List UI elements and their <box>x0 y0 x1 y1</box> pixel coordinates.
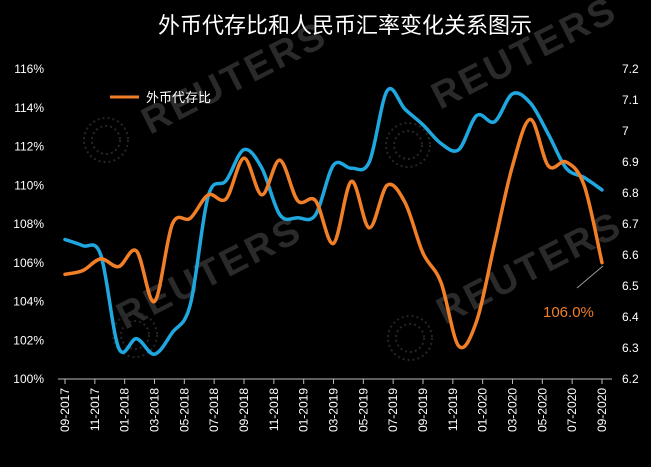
y-right-tick-label: 6.9 <box>622 155 639 169</box>
x-tick-label: 03-2018 <box>148 388 162 432</box>
annotation-label: 106.0% <box>543 304 594 321</box>
y-left-tick-label: 100% <box>13 372 44 386</box>
y-left-tick-label: 114% <box>14 101 44 115</box>
y-right-tick-label: 7.1 <box>622 93 639 107</box>
y-right-tick-label: 6.7 <box>622 217 639 231</box>
y-left-tick-label: 106% <box>13 256 44 270</box>
y-left-tick-label: 110% <box>14 178 44 192</box>
series-line-deposit-ratio <box>63 117 604 350</box>
x-tick-label: 09-2017 <box>58 388 72 432</box>
y-left-tick-label: 112% <box>14 140 44 154</box>
y-right-tick-label: 6.6 <box>622 248 639 262</box>
chart-title: 外币代存比和人民币汇率变化关系图示 <box>158 14 532 39</box>
y-right-tick-label: 7.2 <box>622 62 639 76</box>
x-tick-label: 09-2019 <box>416 388 430 432</box>
y-axis-right: 6.2 6.3 6.4 6.5 6.6 6.7 6.8 6.9 7 7.1 7.2 <box>622 62 639 386</box>
x-axis: 09-2017 11-2017 01-2018 03-2018 05-2018 07-20… <box>58 379 609 432</box>
x-tick-label: 05-2019 <box>356 388 370 432</box>
x-tick-label: 11-2017 <box>88 388 102 431</box>
y-left-tick-label: 102% <box>13 333 44 347</box>
y-left-tick-label: 116% <box>14 62 44 76</box>
y-right-tick-label: 6.3 <box>622 341 639 355</box>
x-tick-label: 03-2019 <box>327 388 341 432</box>
x-tick-label: 01-2018 <box>118 388 132 432</box>
x-tick-label: 07-2020 <box>565 388 579 432</box>
legend-label: 外币代存比 <box>146 91 211 106</box>
watermark-logo <box>83 117 433 361</box>
x-tick-label: 07-2018 <box>207 388 221 432</box>
y-left-tick-label: 108% <box>13 217 44 231</box>
x-tick-label: 07-2019 <box>386 388 400 432</box>
y-right-tick-label: 6.4 <box>622 310 639 324</box>
legend: 外币代存比 <box>110 91 211 106</box>
y-right-tick-label: 6.2 <box>622 372 639 386</box>
y-right-tick-label: 7 <box>622 124 629 138</box>
x-tick-label: 01-2020 <box>476 388 490 432</box>
x-tick-label: 01-2019 <box>297 388 311 432</box>
x-tick-label: 03-2020 <box>506 388 520 432</box>
annotation-leader <box>576 265 604 289</box>
x-tick-label: 05-2020 <box>535 388 549 432</box>
series-layer <box>63 86 604 356</box>
x-tick-label: 09-2020 <box>595 388 609 432</box>
y-right-tick-label: 6.5 <box>622 279 639 293</box>
y-right-tick-label: 6.8 <box>622 186 639 200</box>
x-tick-label: 05-2018 <box>177 388 191 432</box>
x-tick-label: 11-2019 <box>446 388 460 431</box>
y-axis-left: 100% 102% 104% 106% 108% 110% 112% 114% 116% <box>13 62 44 386</box>
x-tick-label: 11-2018 <box>267 388 281 431</box>
x-tick-label: 09-2018 <box>237 388 251 432</box>
watermark-text: REUTERS <box>110 209 310 338</box>
series-line-exchange-rate <box>63 86 604 356</box>
y-left-tick-label: 104% <box>13 295 44 309</box>
